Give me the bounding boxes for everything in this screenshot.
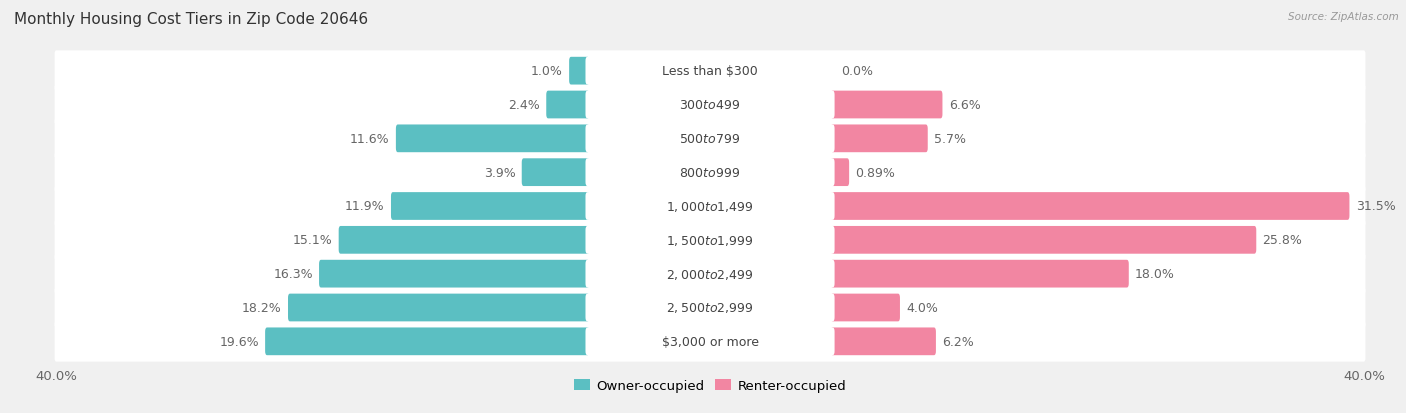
FancyBboxPatch shape	[831, 328, 936, 355]
Text: Monthly Housing Cost Tiers in Zip Code 20646: Monthly Housing Cost Tiers in Zip Code 2…	[14, 12, 368, 27]
FancyBboxPatch shape	[55, 321, 1365, 362]
FancyBboxPatch shape	[585, 91, 835, 119]
FancyBboxPatch shape	[55, 186, 1365, 227]
FancyBboxPatch shape	[585, 294, 835, 322]
FancyBboxPatch shape	[55, 220, 1365, 261]
FancyBboxPatch shape	[55, 51, 1365, 92]
FancyBboxPatch shape	[831, 226, 1257, 254]
Text: 5.7%: 5.7%	[934, 133, 966, 145]
FancyBboxPatch shape	[585, 226, 835, 254]
Text: 0.0%: 0.0%	[841, 65, 873, 78]
Text: 0.89%: 0.89%	[855, 166, 896, 179]
FancyBboxPatch shape	[831, 260, 1129, 288]
Text: 6.6%: 6.6%	[949, 99, 980, 112]
Text: 19.6%: 19.6%	[219, 335, 259, 348]
Text: $1,500 to $1,999: $1,500 to $1,999	[666, 233, 754, 247]
Text: Source: ZipAtlas.com: Source: ZipAtlas.com	[1288, 12, 1399, 22]
FancyBboxPatch shape	[55, 119, 1365, 159]
Text: $300 to $499: $300 to $499	[679, 99, 741, 112]
FancyBboxPatch shape	[585, 125, 835, 153]
Text: $800 to $999: $800 to $999	[679, 166, 741, 179]
FancyBboxPatch shape	[585, 58, 835, 85]
Text: 4.0%: 4.0%	[905, 301, 938, 314]
FancyBboxPatch shape	[319, 260, 589, 288]
FancyBboxPatch shape	[55, 254, 1365, 294]
Text: $3,000 or more: $3,000 or more	[662, 335, 758, 348]
Text: 15.1%: 15.1%	[292, 234, 332, 247]
Text: 3.9%: 3.9%	[484, 166, 516, 179]
FancyBboxPatch shape	[55, 287, 1365, 328]
Text: $1,000 to $1,499: $1,000 to $1,499	[666, 199, 754, 214]
FancyBboxPatch shape	[391, 192, 589, 221]
FancyBboxPatch shape	[266, 328, 589, 355]
Text: 16.3%: 16.3%	[273, 268, 314, 280]
FancyBboxPatch shape	[585, 328, 835, 355]
FancyBboxPatch shape	[831, 91, 942, 119]
FancyBboxPatch shape	[396, 125, 589, 153]
Text: $2,000 to $2,499: $2,000 to $2,499	[666, 267, 754, 281]
FancyBboxPatch shape	[831, 159, 849, 187]
FancyBboxPatch shape	[547, 91, 589, 119]
FancyBboxPatch shape	[585, 192, 835, 221]
Text: Less than $300: Less than $300	[662, 65, 758, 78]
FancyBboxPatch shape	[288, 294, 589, 322]
FancyBboxPatch shape	[569, 58, 589, 85]
Text: 11.9%: 11.9%	[344, 200, 385, 213]
FancyBboxPatch shape	[831, 294, 900, 322]
Text: 18.2%: 18.2%	[242, 301, 281, 314]
Text: 31.5%: 31.5%	[1355, 200, 1395, 213]
Text: 6.2%: 6.2%	[942, 335, 974, 348]
Text: 18.0%: 18.0%	[1135, 268, 1175, 280]
FancyBboxPatch shape	[522, 159, 589, 187]
FancyBboxPatch shape	[55, 85, 1365, 126]
Text: 2.4%: 2.4%	[509, 99, 540, 112]
FancyBboxPatch shape	[831, 192, 1350, 221]
Legend: Owner-occupied, Renter-occupied: Owner-occupied, Renter-occupied	[568, 374, 852, 398]
FancyBboxPatch shape	[831, 125, 928, 153]
FancyBboxPatch shape	[585, 159, 835, 187]
Text: 1.0%: 1.0%	[531, 65, 562, 78]
FancyBboxPatch shape	[55, 152, 1365, 193]
FancyBboxPatch shape	[585, 260, 835, 288]
Text: $500 to $799: $500 to $799	[679, 133, 741, 145]
FancyBboxPatch shape	[339, 226, 589, 254]
Text: 25.8%: 25.8%	[1263, 234, 1302, 247]
Text: 11.6%: 11.6%	[350, 133, 389, 145]
Text: $2,500 to $2,999: $2,500 to $2,999	[666, 301, 754, 315]
